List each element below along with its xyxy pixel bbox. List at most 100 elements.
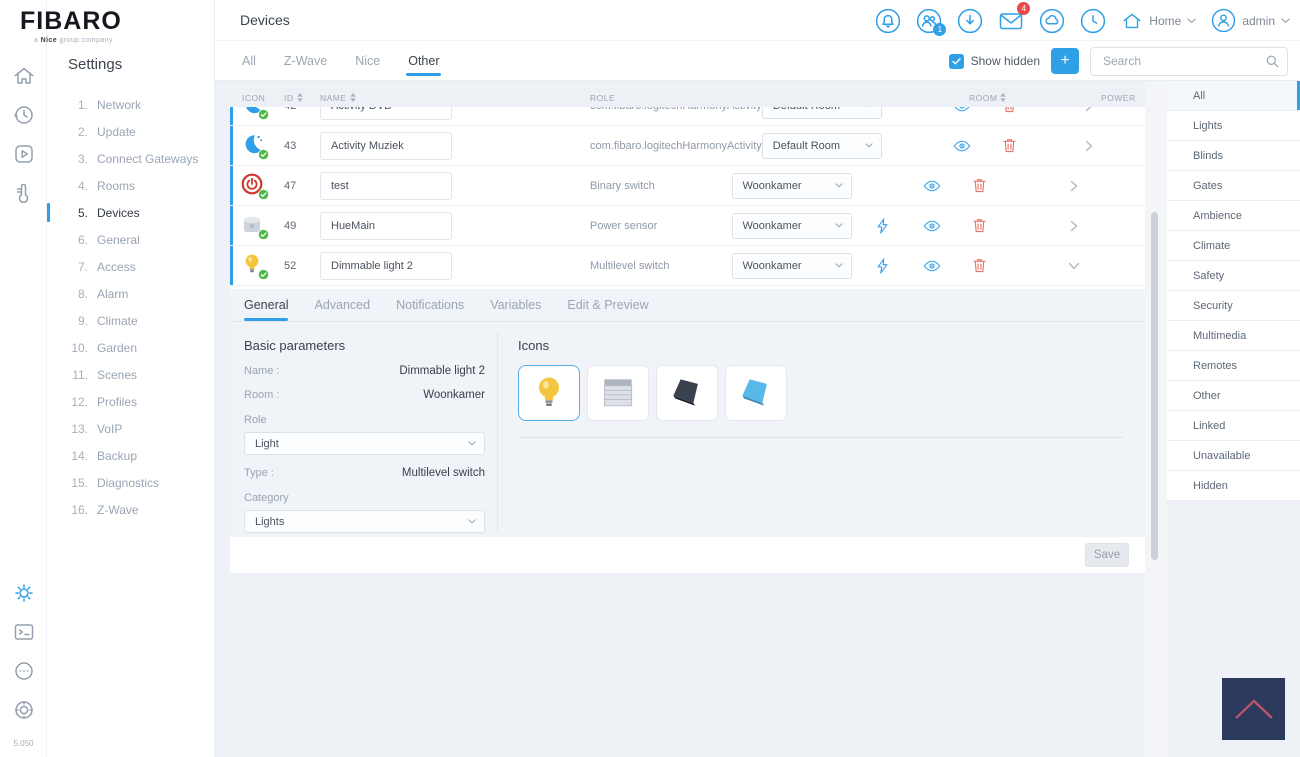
delete-trash-icon[interactable] <box>1003 107 1016 113</box>
device-icon-option[interactable] <box>725 365 787 421</box>
nice-corner-logo[interactable] <box>1222 678 1285 740</box>
visibility-eye-icon[interactable] <box>923 180 941 192</box>
cloud-icon[interactable] <box>1039 8 1065 34</box>
category-filter-item[interactable]: Climate <box>1167 231 1300 261</box>
column-header[interactable]: NAME <box>320 93 590 103</box>
device-name-input[interactable] <box>320 171 452 200</box>
device-row[interactable]: 47 Binary switch Woonkamer <box>230 166 1145 206</box>
settings-menu-item[interactable]: 5. Devices <box>47 199 214 226</box>
history-icon[interactable] <box>12 103 36 127</box>
visibility-eye-icon[interactable] <box>953 140 971 152</box>
climate-icon[interactable] <box>12 181 36 205</box>
settings-gear-icon[interactable] <box>12 581 36 605</box>
settings-menu-item[interactable]: 13. VoIP <box>71 421 123 436</box>
settings-menu-item[interactable]: 11. Scenes <box>72 367 138 382</box>
add-device-button[interactable]: + <box>1051 48 1079 74</box>
home-menu[interactable]: Home <box>1121 10 1197 32</box>
clock-icon[interactable] <box>1080 8 1106 34</box>
visibility-eye-icon[interactable] <box>953 107 971 112</box>
category-filter-item[interactable]: Lights <box>1167 111 1300 141</box>
category-filter-item[interactable]: Hidden <box>1167 471 1300 501</box>
device-name-input[interactable] <box>320 211 452 240</box>
settings-menu-item[interactable]: 10. Garden <box>71 340 138 355</box>
download-icon[interactable] <box>957 8 983 34</box>
settings-menu-item[interactable]: 7. Access <box>77 259 136 274</box>
visibility-eye-icon[interactable] <box>923 260 941 272</box>
device-name-input[interactable] <box>320 107 452 120</box>
device-icon-option[interactable] <box>656 365 718 421</box>
settings-menu-item[interactable]: 1. Network <box>77 97 142 112</box>
console-icon[interactable] <box>12 620 36 644</box>
device-name-input[interactable] <box>320 251 452 280</box>
detail-tab[interactable]: Advanced <box>314 298 371 312</box>
scenes-icon[interactable] <box>12 142 36 166</box>
device-filter-tab[interactable]: Other <box>406 54 442 76</box>
visibility-eye-icon[interactable] <box>923 220 941 232</box>
category-filter-item[interactable]: Remotes <box>1167 351 1300 381</box>
home-nav-icon[interactable] <box>12 64 36 88</box>
delete-trash-icon[interactable] <box>973 178 986 193</box>
settings-menu-item[interactable]: 9. Climate <box>77 313 138 328</box>
category-filter-item[interactable]: Linked <box>1167 411 1300 441</box>
role-select[interactable]: Light <box>244 432 485 455</box>
device-icon-option[interactable] <box>518 365 580 421</box>
category-filter-item[interactable]: Unavailable <box>1167 441 1300 471</box>
settings-menu-item[interactable]: 4. Rooms <box>77 178 136 193</box>
settings-menu-item[interactable]: 3. Connect Gateways <box>77 151 199 166</box>
expand-chevron-icon[interactable] <box>1070 220 1078 232</box>
column-header[interactable]: ID <box>284 93 320 103</box>
room-select[interactable]: Woonkamer <box>731 212 852 239</box>
status-icon[interactable] <box>12 659 36 683</box>
device-filter-tab[interactable]: Z-Wave <box>283 54 328 68</box>
room-select[interactable]: Default Room <box>761 132 882 159</box>
device-row[interactable]: 42 com.fibaro.logitechHarmonyActivity De… <box>230 107 1145 126</box>
category-filter-item[interactable]: All <box>1167 81 1300 111</box>
support-icon[interactable] <box>12 698 36 722</box>
column-header[interactable]: ICON <box>242 92 266 103</box>
users-icon[interactable]: 1 <box>916 8 947 36</box>
show-hidden-toggle[interactable]: Show hidden <box>948 53 1040 69</box>
scrollbar-thumb[interactable] <box>1151 212 1158 560</box>
settings-menu-item[interactable]: 6. General <box>77 232 140 247</box>
settings-menu-item[interactable]: 8. Alarm <box>77 286 129 301</box>
category-select[interactable]: Lights <box>244 510 485 533</box>
delete-trash-icon[interactable] <box>1003 138 1016 153</box>
expand-chevron-icon[interactable] <box>1068 262 1080 270</box>
column-header[interactable]: POWER <box>1101 92 1136 103</box>
mail-icon[interactable]: 4 <box>998 1 1031 34</box>
expand-chevron-icon[interactable] <box>1085 140 1093 152</box>
delete-trash-icon[interactable] <box>973 258 986 273</box>
device-row[interactable]: 49 Power sensor Woonkamer <box>230 206 1145 246</box>
category-filter-item[interactable]: Other <box>1167 381 1300 411</box>
settings-menu-item[interactable]: 12. Profiles <box>71 394 138 409</box>
settings-menu-item[interactable]: 14. Backup <box>71 448 138 463</box>
category-filter-item[interactable]: Safety <box>1167 261 1300 291</box>
settings-menu-item[interactable]: 16. Z-Wave <box>71 502 139 517</box>
search-input[interactable] <box>1090 46 1288 76</box>
device-row[interactable]: 52 Multilevel switch Woonkamer <box>230 246 1145 286</box>
expand-chevron-icon[interactable] <box>1085 107 1093 112</box>
device-icon-option[interactable] <box>587 365 649 421</box>
category-filter-item[interactable]: Ambience <box>1167 201 1300 231</box>
detail-tab[interactable]: Notifications <box>396 298 465 312</box>
category-filter-item[interactable]: Security <box>1167 291 1300 321</box>
save-button[interactable]: Save <box>1085 543 1129 567</box>
detail-tab[interactable]: General <box>244 298 289 321</box>
detail-tab[interactable]: Edit & Preview <box>567 298 649 312</box>
expand-chevron-icon[interactable] <box>1070 180 1078 192</box>
settings-menu-item[interactable]: 2. Update <box>77 124 136 139</box>
room-select[interactable]: Woonkamer <box>731 172 852 199</box>
category-filter-item[interactable]: Multimedia <box>1167 321 1300 351</box>
delete-trash-icon[interactable] <box>973 218 986 233</box>
room-select[interactable]: Default Room <box>761 107 882 119</box>
device-filter-tab[interactable]: All <box>242 54 256 68</box>
alarm-icon[interactable] <box>875 8 901 34</box>
column-header[interactable]: ROLE <box>590 92 616 103</box>
settings-menu-item[interactable]: 15. Diagnostics <box>71 475 160 490</box>
category-filter-item[interactable]: Blinds <box>1167 141 1300 171</box>
user-menu[interactable]: admin <box>1211 8 1290 33</box>
detail-tab[interactable]: Variables <box>490 298 542 312</box>
device-name-input[interactable] <box>320 131 452 160</box>
device-row[interactable]: 43 com.fibaro.logitechHarmonyActivity De… <box>230 126 1145 166</box>
column-header[interactable]: ROOM <box>969 93 1101 103</box>
